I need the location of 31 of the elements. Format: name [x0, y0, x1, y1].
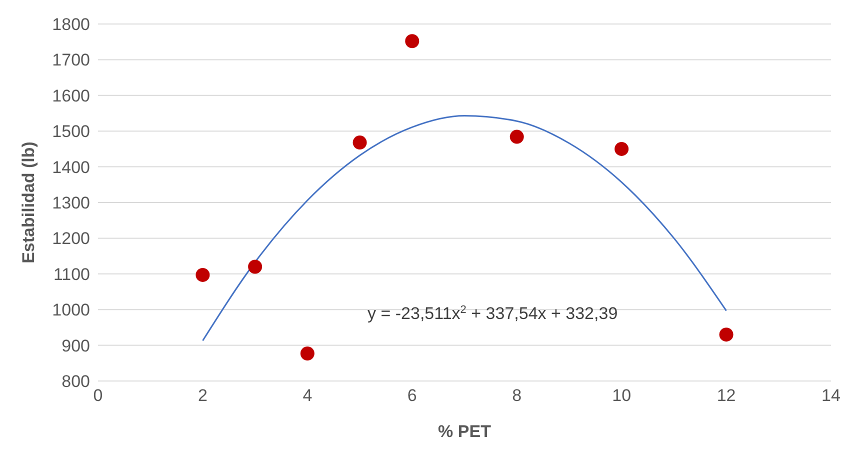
point	[248, 260, 262, 274]
x-tick-label: 6	[407, 386, 417, 406]
y-tick-label: 1300	[52, 194, 90, 213]
x-tick-label: 12	[716, 386, 736, 406]
x-tick-label: 2	[198, 386, 208, 406]
y-tick-label: 1600	[52, 86, 90, 106]
y-axis-title: Estabilidad (lb)	[19, 142, 38, 264]
point	[196, 268, 210, 282]
y-tick-label: 1800	[52, 15, 90, 34]
point	[719, 328, 734, 342]
annotation: y = -23,511x$^{2}$ + 337,54x + 332,39	[368, 304, 618, 324]
y-tick-label: 1400	[52, 158, 90, 177]
y-tick-label: 1000	[52, 300, 90, 320]
x-tick-label: 0	[93, 386, 103, 406]
x-axis-title: % PET	[438, 422, 492, 441]
y-tick-label: 1100	[53, 264, 90, 284]
x-tick-label: 14	[822, 386, 840, 406]
point	[352, 136, 367, 150]
point	[510, 130, 524, 144]
x-tick-label: 8	[512, 386, 522, 406]
point	[405, 34, 420, 48]
y-tick-label: 1500	[52, 122, 90, 142]
x-tick-label: 4	[302, 386, 312, 406]
point	[300, 346, 314, 361]
line-series	[202, 115, 728, 342]
y-tick-label: 1700	[52, 50, 90, 70]
y-tick-label: 800	[62, 372, 90, 392]
y-tick-label: 1200	[52, 229, 90, 248]
y-tick-label: 900	[62, 336, 90, 356]
point	[614, 142, 629, 156]
x-tick-label: 10	[612, 386, 632, 406]
